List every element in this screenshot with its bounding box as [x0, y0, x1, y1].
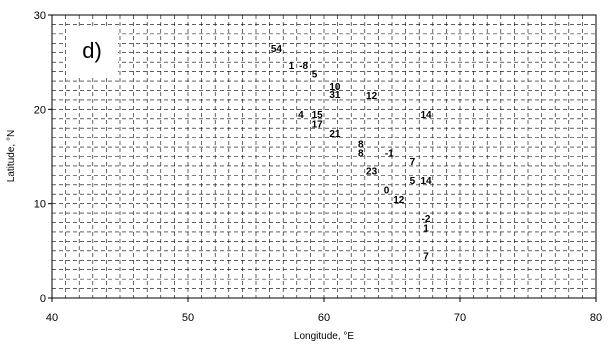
panel-label: d) [82, 38, 102, 63]
data-point-label: -1 [385, 149, 394, 160]
data-point-label: 4 [298, 110, 304, 121]
data-point-label: 14 [420, 110, 432, 121]
data-point-label: 10 [329, 82, 341, 93]
data-point-label: 7 [410, 157, 416, 168]
data-point-label: 7 [423, 252, 429, 263]
data-point-label: 1 [423, 223, 429, 234]
y-tick-label: 10 [34, 199, 46, 211]
grid [52, 15, 596, 298]
y-tick-label: 0 [40, 293, 46, 305]
y-axis-label: Latitude, °N [6, 130, 17, 182]
data-point-label: 5 [312, 69, 318, 80]
data-point-label: 14 [420, 176, 432, 187]
data-point-label: -8 [299, 61, 308, 72]
panel-label-box [66, 28, 118, 76]
data-point-label: 5 [410, 176, 416, 187]
y-tick-label: 20 [34, 104, 46, 116]
x-tick-label: 40 [46, 312, 58, 324]
y-tick-label: 30 [34, 10, 46, 22]
data-point-label: 0 [384, 186, 390, 197]
data-point-label: 21 [329, 129, 341, 140]
data-point-label: 12 [393, 195, 405, 206]
data-point-label: 17 [312, 119, 324, 130]
data-point-label: 12 [366, 91, 378, 102]
data-point-label: 23 [366, 167, 378, 178]
x-axis-label: Longitude, °E [294, 331, 354, 342]
data-point-label: -2 [422, 214, 431, 225]
x-tick-label: 50 [182, 312, 194, 324]
data-point-label: 15 [312, 110, 324, 121]
data-point-label: 31 [329, 90, 341, 101]
data-point-label: 8 [358, 149, 364, 160]
x-tick-label: 60 [318, 312, 330, 324]
x-tick-label: 80 [590, 312, 602, 324]
data-point-label: 1 [289, 61, 295, 72]
data-point-label: 54 [271, 44, 283, 55]
x-tick-label: 70 [454, 312, 466, 324]
data-point-label: 8 [358, 139, 364, 150]
